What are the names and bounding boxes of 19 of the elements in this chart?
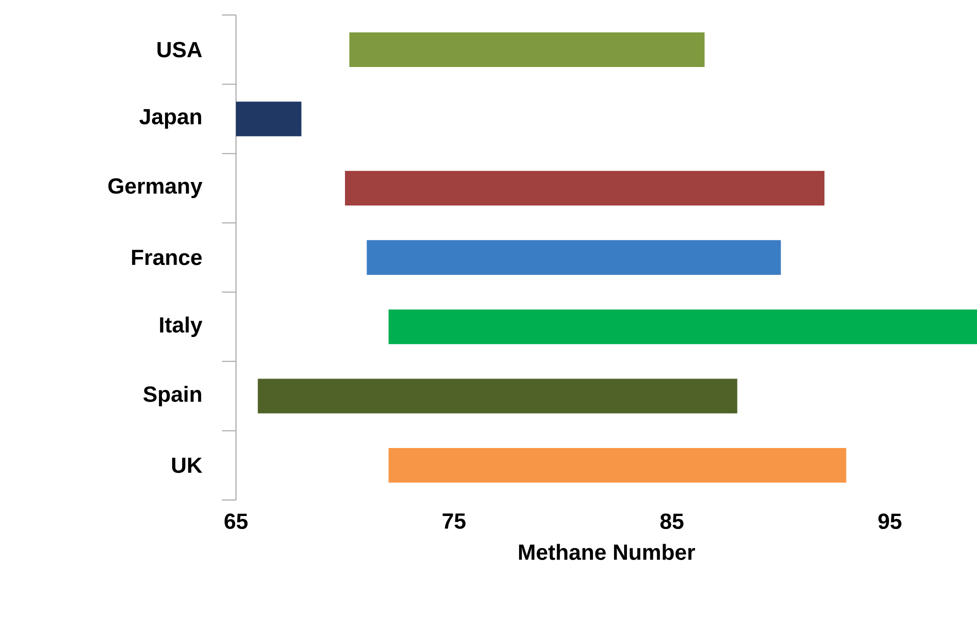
bar	[236, 102, 302, 136]
bar	[258, 378, 738, 414]
x-tick-label: 95	[878, 514, 902, 530]
y-tick-label: UK	[172, 458, 202, 474]
y-tick-label: USA	[158, 42, 202, 58]
bar	[388, 448, 846, 483]
x-tick-label: 75	[442, 514, 466, 529]
y-tick-label: Italy	[160, 316, 202, 337]
bar	[366, 240, 781, 275]
x-tick-label: 85	[660, 514, 684, 530]
x-axis-title: Methane Number	[519, 544, 696, 560]
y-tick-label: Spain	[143, 386, 202, 406]
bar	[344, 170, 824, 206]
x-tick-label: 65	[224, 514, 248, 530]
y-tick-label: France	[132, 250, 202, 266]
y-tick-label: Japan	[139, 109, 202, 129]
bar	[388, 309, 977, 344]
y-tick-label: Germany	[108, 178, 202, 198]
bar	[349, 32, 705, 67]
